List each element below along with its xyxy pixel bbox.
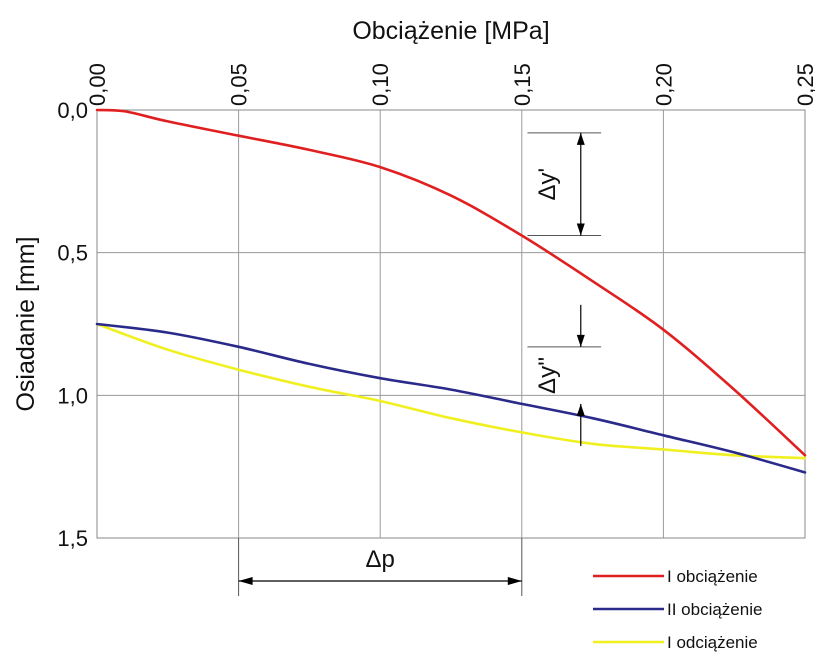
x-tick-label: 0,10 [368, 63, 393, 106]
x-tick-label: 0,15 [510, 63, 535, 106]
dy2-arrow-head [576, 334, 585, 347]
series-line-3 [95, 322, 807, 460]
grid [96, 109, 806, 539]
legend-label: I odciążenie [667, 633, 758, 652]
x-tick-label: 0,25 [793, 63, 815, 106]
legend-label: II obciążenie [667, 600, 762, 619]
y-tick-label: 1,0 [57, 383, 88, 408]
dy1-arrow-head [576, 223, 585, 236]
dp-label: Δp [366, 546, 395, 573]
y-tick-label: 1,5 [57, 526, 88, 551]
dp-arrow-head [507, 577, 522, 585]
x-tick-label: 0,00 [85, 63, 110, 106]
x-tick-label: 0,20 [651, 63, 676, 106]
dy1-label: Δy' [534, 168, 561, 201]
dy2-arrow-head [576, 403, 585, 416]
plot-frame [96, 109, 806, 539]
x-tick-labels: 0,00 0,05 0,10 0,15 0,20 0,25 [85, 63, 815, 106]
series-line-1 [95, 108, 807, 457]
series-lines [95, 108, 807, 474]
x-tick-label: 0,05 [227, 63, 252, 106]
legend: I obciążenie II obciążenie I odciążenie [593, 567, 762, 652]
y-axis-title: Osiadanie [mm] [12, 236, 40, 411]
series-line-2 [95, 322, 807, 474]
y-tick-labels: 0,0 0,5 1,0 1,5 [57, 98, 88, 551]
y-tick-label: 0,5 [57, 241, 88, 266]
dy2-label: Δy'' [534, 357, 561, 394]
x-axis-title: Obciążenie [MPa] [352, 17, 549, 45]
dp-arrow-head [238, 577, 253, 585]
dy1-arrow-head [576, 132, 585, 145]
legend-label: I obciążenie [667, 567, 758, 586]
y-tick-label: 0,0 [57, 98, 88, 123]
annotations: Δy' Δy'' Δp [238, 132, 602, 596]
